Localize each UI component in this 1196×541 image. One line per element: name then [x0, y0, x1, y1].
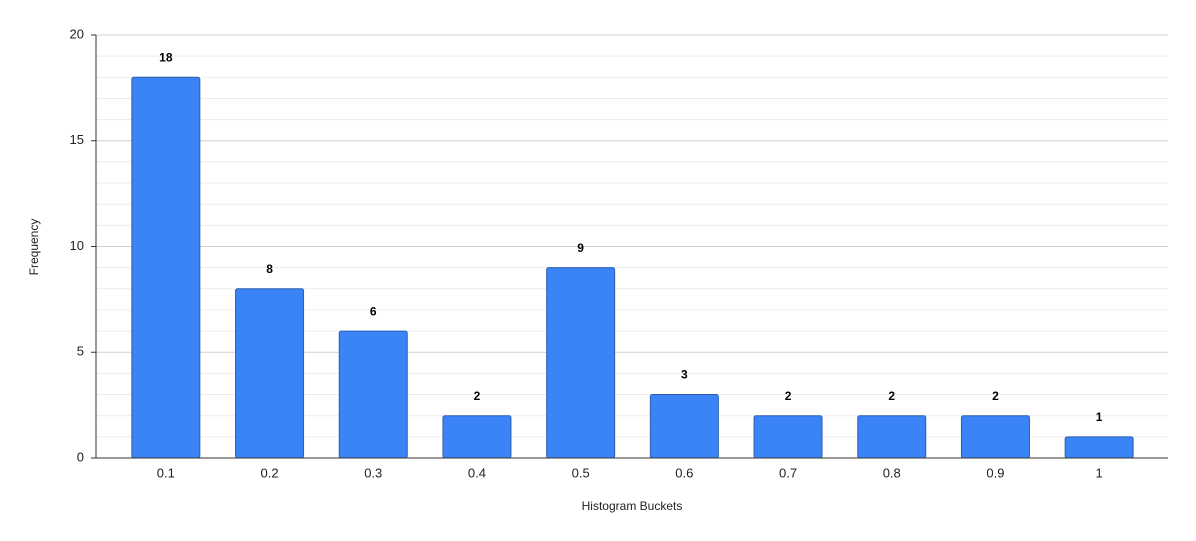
- y-tick-label: 20: [70, 26, 84, 41]
- bar: [546, 267, 616, 459]
- x-tick-label: 0.5: [572, 465, 590, 480]
- x-tick-label: 0.9: [986, 465, 1004, 480]
- x-tick-label: 0.6: [675, 465, 693, 480]
- x-tick-label: 0.4: [468, 465, 486, 480]
- data-label: 18: [159, 50, 173, 64]
- bar: [857, 415, 927, 459]
- data-label: 1: [1096, 410, 1103, 424]
- bar: [649, 394, 719, 459]
- bar: [131, 76, 201, 459]
- x-axis-label: Histogram Buckets: [582, 499, 683, 513]
- x-tick-label: 0.2: [261, 465, 279, 480]
- y-tick-label: 15: [70, 132, 84, 147]
- data-label: 2: [888, 389, 895, 403]
- y-tick-label: 5: [77, 344, 84, 359]
- y-tick-label: 10: [70, 238, 84, 253]
- data-label: 8: [266, 262, 273, 276]
- bar: [235, 288, 305, 459]
- x-tick-label: 0.3: [364, 465, 382, 480]
- data-label: 2: [785, 389, 792, 403]
- bar: [960, 415, 1030, 459]
- x-tick-label: 0.1: [157, 465, 175, 480]
- data-label: 3: [681, 368, 688, 382]
- data-label: 9: [577, 241, 584, 255]
- bar: [338, 330, 408, 459]
- bar: [442, 415, 512, 459]
- data-label: 2: [992, 389, 999, 403]
- data-label: 2: [474, 389, 481, 403]
- bar: [753, 415, 823, 459]
- bar: [1064, 436, 1134, 459]
- x-tick-label: 0.7: [779, 465, 797, 480]
- y-axis-label: Frequency: [27, 219, 41, 276]
- x-tick-label: 1: [1096, 465, 1103, 480]
- y-tick-label: 0: [77, 449, 84, 464]
- x-tick-label: 0.8: [883, 465, 901, 480]
- data-label: 6: [370, 304, 377, 318]
